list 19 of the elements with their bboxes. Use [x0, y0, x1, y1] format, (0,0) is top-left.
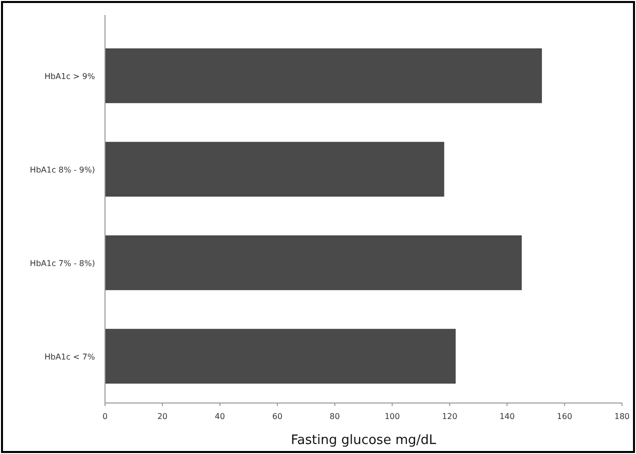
bar: [104, 48, 542, 104]
x-tick-label: 100: [384, 412, 400, 421]
x-tick-label: 20: [157, 412, 168, 421]
x-tick-label: 80: [330, 412, 340, 421]
y-tick-label: HbA1c > 9%: [44, 72, 96, 81]
x-axis-title: Fasting glucose mg/dL: [290, 433, 437, 448]
x-tick-label: 0: [102, 412, 108, 421]
y-tick-label: HbA1c 8% - 9%): [30, 165, 95, 174]
bar: [104, 235, 522, 290]
x-tick-label: 120: [442, 412, 458, 421]
x-tick-label: 180: [614, 412, 630, 421]
y-tick-label: HbA1c < 7%: [44, 352, 96, 362]
x-tick-label: 40: [214, 412, 225, 421]
bar: [104, 328, 456, 384]
x-tick-label: 160: [556, 412, 572, 421]
y-tick-label: HbA1c 7% - 8%): [30, 258, 95, 268]
x-tick-label: 60: [272, 412, 282, 421]
x-tick-label: 140: [499, 412, 515, 421]
bar: [104, 142, 444, 197]
